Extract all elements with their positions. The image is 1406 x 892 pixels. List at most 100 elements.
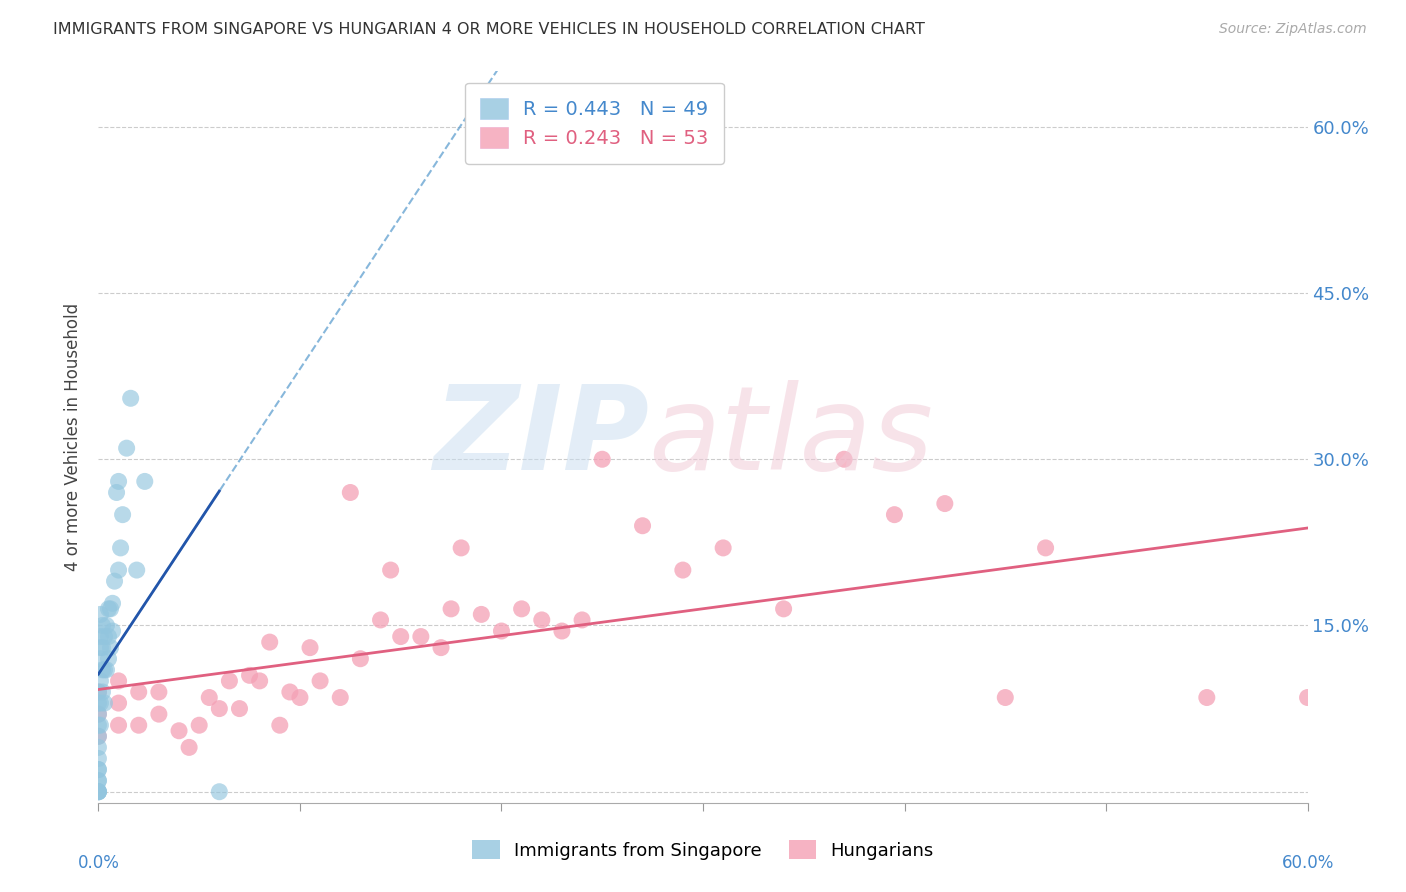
Point <box>994 690 1017 705</box>
Point <box>134 475 156 489</box>
Point <box>380 563 402 577</box>
Point <box>87 729 110 743</box>
Point <box>87 707 110 722</box>
Point <box>96 663 118 677</box>
Point <box>87 696 110 710</box>
Point <box>100 640 122 655</box>
Point <box>218 673 240 688</box>
Point <box>87 785 110 799</box>
Point <box>148 707 170 722</box>
Point <box>101 624 124 638</box>
Point <box>883 508 905 522</box>
Point <box>107 673 129 688</box>
Point <box>93 663 115 677</box>
Point <box>87 763 110 777</box>
Point <box>470 607 492 622</box>
Point <box>1296 690 1319 705</box>
Point <box>198 690 221 705</box>
Point <box>125 563 148 577</box>
Point <box>103 574 125 589</box>
Point <box>87 729 110 743</box>
Point <box>329 690 352 705</box>
Point <box>89 640 111 655</box>
Point <box>87 785 110 799</box>
Point <box>97 630 120 644</box>
Point <box>105 485 128 500</box>
Point <box>97 602 120 616</box>
Point <box>259 635 281 649</box>
Point <box>278 685 301 699</box>
Point <box>349 651 371 665</box>
Point <box>672 563 695 577</box>
Text: IMMIGRANTS FROM SINGAPORE VS HUNGARIAN 4 OR MORE VEHICLES IN HOUSEHOLD CORRELATI: IMMIGRANTS FROM SINGAPORE VS HUNGARIAN 4… <box>53 22 925 37</box>
Point <box>530 613 553 627</box>
Point <box>89 630 111 644</box>
Point <box>100 602 122 616</box>
Point <box>832 452 855 467</box>
Point <box>87 773 110 788</box>
Point <box>93 696 115 710</box>
Point <box>249 673 271 688</box>
Y-axis label: 4 or more Vehicles in Household: 4 or more Vehicles in Household <box>65 303 83 571</box>
Point <box>128 685 150 699</box>
Point <box>228 701 250 715</box>
Point <box>179 740 201 755</box>
Point <box>239 668 262 682</box>
Point <box>389 630 412 644</box>
Point <box>89 696 111 710</box>
Point <box>110 541 132 555</box>
Point <box>107 718 129 732</box>
Point <box>934 497 956 511</box>
Point <box>97 651 120 665</box>
Point <box>89 651 111 665</box>
Text: Source: ZipAtlas.com: Source: ZipAtlas.com <box>1219 22 1367 37</box>
Point <box>440 602 463 616</box>
Point <box>208 701 231 715</box>
Point <box>87 685 110 699</box>
Point <box>87 773 110 788</box>
Point <box>91 618 114 632</box>
Point <box>107 696 129 710</box>
Point <box>91 640 114 655</box>
Point <box>409 630 432 644</box>
Point <box>269 718 291 732</box>
Point <box>87 718 110 732</box>
Point <box>1035 541 1057 555</box>
Point <box>93 630 115 644</box>
Point <box>87 685 110 699</box>
Point <box>510 602 533 616</box>
Point <box>188 718 211 732</box>
Point <box>772 602 794 616</box>
Point <box>87 740 110 755</box>
Point <box>101 596 124 610</box>
Point <box>1195 690 1218 705</box>
Text: atlas: atlas <box>648 380 934 494</box>
Point <box>309 673 332 688</box>
Point <box>288 690 311 705</box>
Point <box>299 640 322 655</box>
Point <box>87 707 110 722</box>
Point <box>430 640 453 655</box>
Point <box>115 441 138 455</box>
Text: 0.0%: 0.0% <box>77 854 120 872</box>
Point <box>491 624 513 638</box>
Point <box>128 718 150 732</box>
Point <box>148 685 170 699</box>
Point <box>91 663 114 677</box>
Point <box>111 508 134 522</box>
Point <box>107 475 129 489</box>
Point <box>631 518 654 533</box>
Point <box>96 618 118 632</box>
Point <box>87 785 110 799</box>
Point <box>370 613 392 627</box>
Point <box>571 613 593 627</box>
Text: ZIP: ZIP <box>433 380 648 494</box>
Text: 60.0%: 60.0% <box>1281 854 1334 872</box>
Point <box>591 452 613 467</box>
Point <box>208 785 231 799</box>
Point <box>450 541 472 555</box>
Point <box>87 751 110 765</box>
Legend: Immigrants from Singapore, Hungarians: Immigrants from Singapore, Hungarians <box>465 832 941 867</box>
Point <box>89 607 111 622</box>
Point <box>91 685 114 699</box>
